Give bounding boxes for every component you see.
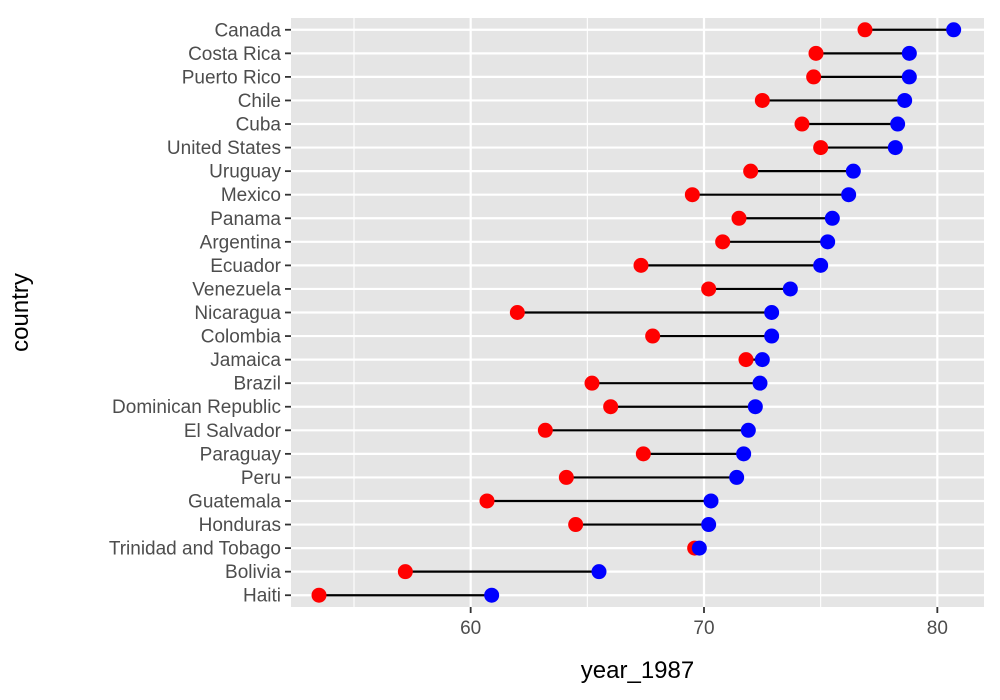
y-tick-label: Argentina xyxy=(200,232,282,253)
point-start-3 xyxy=(754,92,770,108)
point-end-19 xyxy=(729,469,745,485)
y-tick-label: Dominican Republic xyxy=(112,397,281,418)
point-end-8 xyxy=(824,210,840,226)
points xyxy=(311,22,962,603)
point-end-24 xyxy=(484,587,500,603)
point-start-23 xyxy=(397,564,413,580)
y-tick-label: Panama xyxy=(210,209,281,230)
y-tick-label: Ecuador xyxy=(210,256,281,277)
y-tick-label: Trinidad and Tobago xyxy=(109,539,281,560)
point-end-20 xyxy=(703,493,719,509)
y-tick-label: Bolivia xyxy=(225,562,281,583)
point-end-15 xyxy=(752,375,768,391)
point-end-1 xyxy=(901,45,917,61)
y-tick-label: Canada xyxy=(214,20,281,41)
point-start-6 xyxy=(743,163,759,179)
point-end-22 xyxy=(691,540,707,556)
y-tick-label: Haiti xyxy=(243,586,281,607)
y-tick-label: Guatemala xyxy=(188,491,281,512)
x-tick-label: 80 xyxy=(927,618,948,639)
point-end-9 xyxy=(820,234,836,250)
point-start-9 xyxy=(715,234,731,250)
point-start-18 xyxy=(635,446,651,462)
x-tick-label: 70 xyxy=(693,618,714,639)
y-tick-label: Paraguay xyxy=(200,444,282,465)
point-start-2 xyxy=(806,69,822,85)
point-end-4 xyxy=(890,116,906,132)
y-tick-label: Peru xyxy=(241,468,281,489)
y-tick-label: Chile xyxy=(238,91,281,112)
point-end-6 xyxy=(845,163,861,179)
point-end-10 xyxy=(813,257,829,273)
point-start-17 xyxy=(537,422,553,438)
y-tick-label: Nicaragua xyxy=(194,303,281,324)
point-start-5 xyxy=(813,140,829,156)
y-axis-title: country xyxy=(7,273,34,352)
point-start-19 xyxy=(558,469,574,485)
point-start-14 xyxy=(738,352,754,368)
point-start-16 xyxy=(603,399,619,415)
point-end-5 xyxy=(887,140,903,156)
y-tick-label: Uruguay xyxy=(209,162,281,183)
y-tick-label: El Salvador xyxy=(184,421,282,442)
point-start-10 xyxy=(633,257,649,273)
point-start-0 xyxy=(857,22,873,38)
x-axis-title: year_1987 xyxy=(581,657,694,684)
y-tick-label: Venezuela xyxy=(192,279,281,300)
point-end-18 xyxy=(736,446,752,462)
y-tick-label: Colombia xyxy=(201,327,282,348)
point-start-4 xyxy=(794,116,810,132)
point-start-15 xyxy=(584,375,600,391)
point-end-16 xyxy=(747,399,763,415)
point-start-11 xyxy=(701,281,717,297)
point-start-7 xyxy=(684,187,700,203)
point-end-11 xyxy=(782,281,798,297)
point-end-2 xyxy=(901,69,917,85)
point-end-13 xyxy=(764,328,780,344)
point-end-14 xyxy=(754,352,770,368)
point-start-13 xyxy=(645,328,661,344)
point-end-7 xyxy=(841,187,857,203)
point-end-3 xyxy=(897,92,913,108)
y-tick-label: Mexico xyxy=(221,185,281,206)
point-start-24 xyxy=(311,587,327,603)
point-end-12 xyxy=(764,305,780,320)
segments xyxy=(319,28,954,597)
x-tick-label: 60 xyxy=(460,618,481,639)
y-tick-label: Puerto Rico xyxy=(182,67,281,88)
y-tick-label: United States xyxy=(167,138,281,159)
point-start-1 xyxy=(808,45,824,61)
point-end-0 xyxy=(946,22,962,38)
point-end-23 xyxy=(591,564,607,580)
y-tick-label: Costa Rica xyxy=(188,44,281,65)
point-start-20 xyxy=(479,493,495,509)
y-tick-label: Jamaica xyxy=(210,350,281,371)
point-start-12 xyxy=(509,305,525,320)
y-tick-label: Honduras xyxy=(199,515,281,536)
y-tick-label: Brazil xyxy=(233,374,281,395)
point-end-17 xyxy=(740,422,756,438)
point-start-8 xyxy=(731,210,747,226)
point-end-21 xyxy=(701,517,717,533)
point-start-21 xyxy=(568,517,584,533)
y-tick-label: Cuba xyxy=(236,115,282,136)
